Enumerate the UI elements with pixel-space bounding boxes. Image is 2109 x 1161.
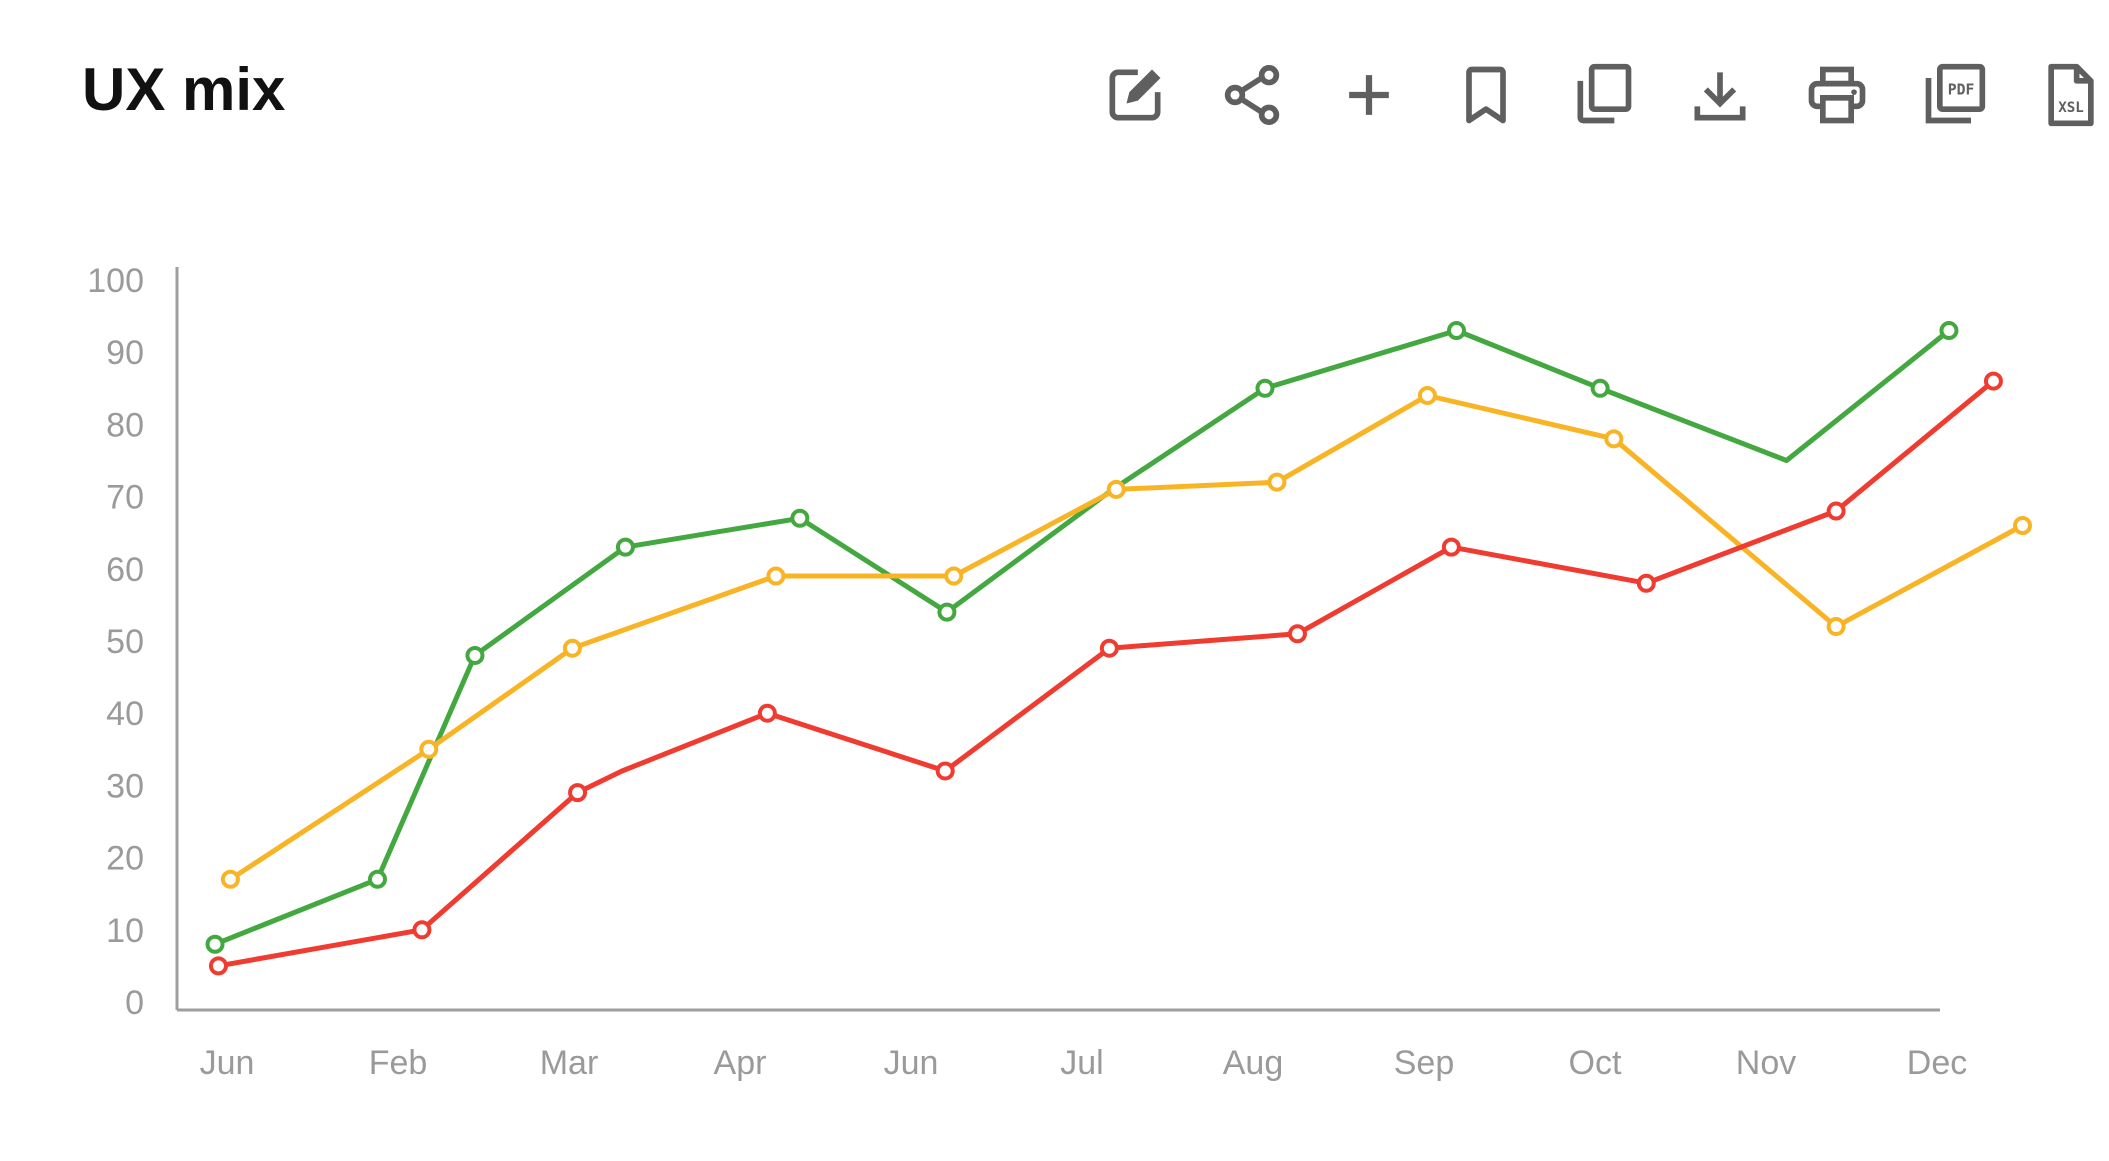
data-point-series-2[interactable] <box>1267 472 1287 492</box>
download-icon <box>1694 72 1746 121</box>
data-point-series-3[interactable] <box>1983 371 2003 391</box>
x-tick-label: Oct <box>1569 1044 1622 1082</box>
y-tick-label: 80 <box>106 406 144 444</box>
x-tick-label: Sep <box>1394 1044 1455 1082</box>
series-line-1 <box>212 328 1952 947</box>
download-button[interactable] <box>1680 55 1760 135</box>
data-point-series-1[interactable] <box>367 869 387 889</box>
data-point-series-1[interactable] <box>205 934 225 954</box>
pdf-button[interactable]: PDF <box>1914 55 1994 135</box>
x-tick-label: Jun <box>200 1044 255 1082</box>
y-tick-label: 10 <box>106 912 144 950</box>
x-tick-label: Aug <box>1223 1044 1284 1082</box>
data-point-series-2[interactable] <box>1106 479 1126 499</box>
x-tick-label: Dec <box>1907 1044 1967 1082</box>
share-icon <box>1224 64 1280 126</box>
data-point-series-3[interactable] <box>412 920 432 940</box>
xsl-export-button[interactable]: XSL <box>2031 55 2109 135</box>
data-point-series-2[interactable] <box>220 869 240 889</box>
data-point-series-1[interactable] <box>1255 378 1275 398</box>
copy-icon <box>1577 63 1632 124</box>
y-tick-label: 90 <box>106 334 144 372</box>
data-point-series-2[interactable] <box>2013 515 2032 535</box>
x-tick-label: Nov <box>1736 1044 1796 1082</box>
add-button[interactable] <box>1329 55 1409 135</box>
y-tick-label: 100 <box>87 262 144 300</box>
print-icon <box>1808 66 1866 124</box>
edit-icon <box>1109 69 1161 121</box>
data-point-series-3[interactable] <box>935 761 955 781</box>
data-point-series-3[interactable] <box>1826 501 1846 521</box>
share-button[interactable] <box>1212 55 1292 135</box>
edit-button[interactable] <box>1095 55 1175 135</box>
chart-title: UX mix <box>82 56 286 123</box>
x-tick-label: Mar <box>540 1044 599 1082</box>
x-tick-label: Apr <box>714 1044 767 1082</box>
y-tick-label: 40 <box>106 695 144 733</box>
data-point-series-1[interactable] <box>465 645 485 665</box>
data-point-series-2[interactable] <box>562 638 582 658</box>
data-point-series-1[interactable] <box>1939 321 1959 341</box>
data-point-series-2[interactable] <box>1604 429 1624 449</box>
bookmark-icon <box>1466 66 1506 124</box>
data-point-series-3[interactable] <box>1099 638 1119 658</box>
data-point-series-3[interactable] <box>1441 537 1461 557</box>
x-tick-label: Feb <box>369 1044 428 1082</box>
data-point-series-2[interactable] <box>944 566 964 586</box>
data-point-series-1[interactable] <box>1590 378 1610 398</box>
data-point-series-1[interactable] <box>937 602 957 622</box>
x-tick-label: Jul <box>1060 1044 1103 1082</box>
data-point-series-2[interactable] <box>419 739 439 759</box>
y-tick-label: 0 <box>125 984 144 1022</box>
y-tick-label: 30 <box>106 767 144 805</box>
data-point-series-3[interactable] <box>568 783 588 803</box>
xsl-label: XSL <box>2058 100 2084 116</box>
data-point-series-3[interactable] <box>1636 573 1656 593</box>
data-point-series-3[interactable] <box>757 703 777 723</box>
data-point-series-3[interactable] <box>1287 624 1307 644</box>
data-point-series-2[interactable] <box>1417 386 1437 406</box>
y-tick-label: 70 <box>106 479 144 517</box>
data-point-series-2[interactable] <box>766 566 786 586</box>
series-line-3 <box>215 378 1996 969</box>
pdf-icon: PDF <box>1925 63 1986 124</box>
x-tick-label: Jun <box>884 1044 939 1082</box>
print-button[interactable] <box>1797 55 1877 135</box>
xsl-icon: XSL <box>2048 63 2094 127</box>
data-point-series-1[interactable] <box>790 508 810 528</box>
data-point-series-1[interactable] <box>615 537 635 557</box>
data-point-series-2[interactable] <box>1826 617 1846 637</box>
y-tick-label: 20 <box>106 840 144 878</box>
copy-button[interactable] <box>1563 55 1643 135</box>
y-tick-label: 50 <box>106 623 144 661</box>
data-point-series-1[interactable] <box>1446 321 1466 341</box>
y-tick-label: 60 <box>106 551 144 589</box>
plus-icon <box>1349 75 1389 115</box>
pdf-label: PDF <box>1948 81 1975 98</box>
data-point-series-3[interactable] <box>208 956 228 976</box>
bookmark-button[interactable] <box>1446 55 1526 135</box>
